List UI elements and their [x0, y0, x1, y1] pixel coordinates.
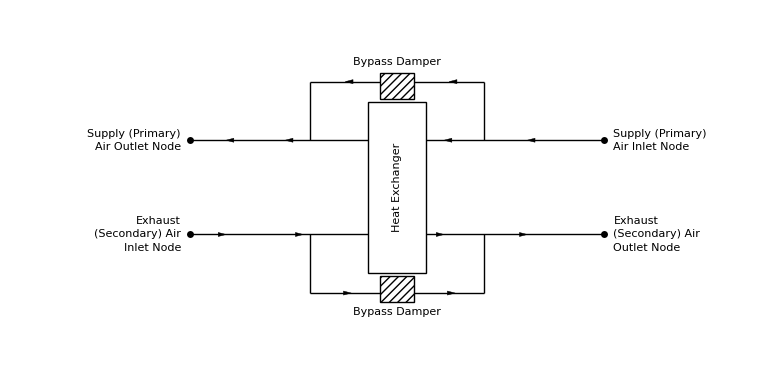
- Polygon shape: [219, 233, 226, 237]
- Polygon shape: [527, 138, 535, 142]
- Polygon shape: [285, 138, 293, 142]
- Text: Bypass Damper: Bypass Damper: [353, 307, 441, 317]
- Polygon shape: [295, 233, 303, 237]
- Polygon shape: [226, 138, 234, 142]
- Text: Supply (Primary)
Air Inlet Node: Supply (Primary) Air Inlet Node: [614, 129, 707, 152]
- Polygon shape: [444, 138, 452, 142]
- Text: Heat Exchanger: Heat Exchanger: [392, 143, 402, 232]
- Polygon shape: [519, 233, 527, 237]
- Text: Supply (Primary)
Air Outlet Node: Supply (Primary) Air Outlet Node: [88, 129, 181, 152]
- Polygon shape: [345, 80, 353, 84]
- Bar: [381, 73, 414, 99]
- Polygon shape: [343, 291, 351, 295]
- Polygon shape: [449, 80, 457, 84]
- Polygon shape: [447, 291, 455, 295]
- Text: Exhaust
(Secondary) Air
Inlet Node: Exhaust (Secondary) Air Inlet Node: [94, 216, 181, 253]
- Bar: [381, 276, 414, 302]
- Text: Bypass Damper: Bypass Damper: [353, 58, 441, 68]
- Text: Exhaust
(Secondary) Air
Outlet Node: Exhaust (Secondary) Air Outlet Node: [614, 216, 701, 253]
- Polygon shape: [436, 233, 444, 237]
- Bar: [368, 102, 426, 273]
